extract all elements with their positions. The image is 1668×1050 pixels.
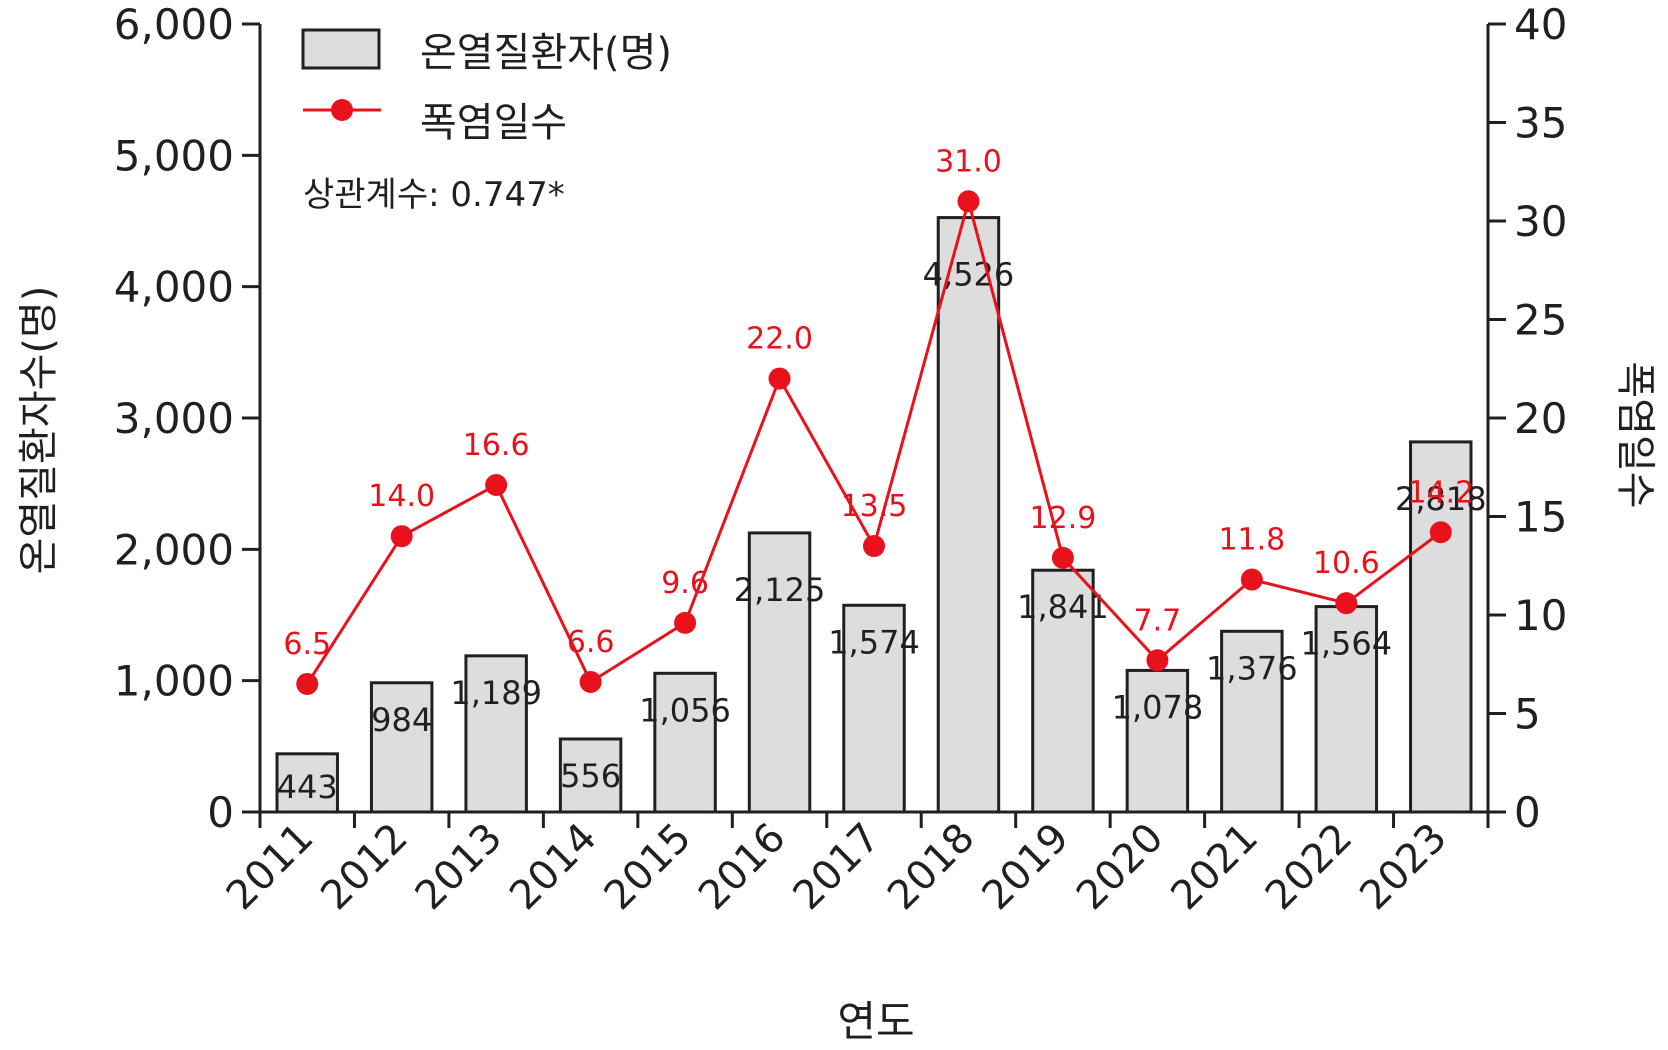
y-left-tick-label: 2,000 [114,525,234,574]
line-value-label: 6.5 [283,627,331,662]
bar-series [275,216,1473,814]
line-value-label: 11.8 [1218,523,1285,558]
line-point [1146,649,1169,672]
bar-value-label: 1,564 [1301,625,1393,663]
bar [936,216,1001,814]
bar [653,671,717,814]
line-point [485,473,508,496]
line-value-label: 7.7 [1134,603,1182,638]
line-value-label: 10.6 [1313,546,1380,581]
y-right-tick-label: 20 [1514,394,1567,443]
x-tick-label: 2016 [690,815,795,920]
bar-value-label: 556 [560,757,621,795]
x-tick-label: 2017 [785,815,890,920]
bar [369,681,434,814]
y-right-tick-label: 15 [1514,493,1567,542]
bar-value-label: 4,526 [923,256,1015,294]
bar [842,603,906,814]
y-right-tick-label: 25 [1514,296,1567,345]
x-tick-label: 2014 [501,815,606,920]
y-left-tick-label: 3,000 [114,394,234,443]
bar [275,752,339,814]
bar [464,654,528,814]
bar [558,737,623,814]
bar-value-label: 1,078 [1112,688,1204,726]
bar [1125,668,1190,814]
correlation-annotation: 상관계수: 0.747* [303,175,565,215]
x-tick-label: 2013 [407,815,512,920]
line-point [768,367,791,390]
x-tick-label: 2015 [596,815,701,920]
x-tick-label: 2020 [1068,815,1173,920]
line-value-label: 6.6 [567,625,615,660]
y-right-tick-label: 0 [1514,788,1541,837]
y-left-tick-label: 0 [207,788,234,837]
line-value-label: 14.0 [368,479,435,514]
x-tick-label: 2018 [879,815,984,920]
y-right-tick-label: 30 [1514,197,1567,246]
bar-value-label: 1,056 [639,691,731,729]
x-tick-label: 2012 [312,815,417,920]
line-point [674,611,697,634]
bar [1409,440,1473,814]
line-point [296,672,319,695]
line-value-label: 16.6 [463,428,530,463]
bar-value-label: 443 [277,768,338,806]
legend-bar-swatch [301,28,381,70]
line-point [579,670,602,693]
y-right-tick-label: 40 [1514,0,1567,49]
legend-line-label: 폭염일수 [420,100,567,146]
y-left-tick-label: 6,000 [114,0,234,49]
line-value-label: 13.5 [841,489,908,524]
line-point [1335,592,1358,615]
y-left-tick-label: 1,000 [114,657,234,706]
bar-value-label: 1,841 [1017,588,1109,626]
bar [1314,605,1379,814]
x-axis-title: 연도 [837,997,914,1046]
line-value-label: 14.2 [1407,475,1474,510]
y-right-tick-label: 35 [1514,99,1567,148]
x-tick-label: 2021 [1162,815,1267,920]
bar-value-label: 1,574 [828,623,920,661]
bar [747,531,812,814]
bar-value-label: 1,189 [450,674,542,712]
y-right-tick-label: 5 [1514,690,1541,739]
legend-line-marker [331,99,353,121]
x-tick-label: 2022 [1257,815,1362,920]
line-point [1240,568,1263,591]
y-left-axis-title: 온열질환자수(명) [16,286,62,575]
legend: 온열질환자(명) 폭염일수 [301,28,672,146]
line-point [863,535,885,558]
x-tick-label: 2023 [1351,815,1456,920]
bar-value-label: 984 [371,701,432,739]
line-value-label: 31.0 [935,144,1002,179]
y-left-tick-label: 4,000 [114,263,234,312]
y-right-tick-label: 10 [1514,591,1567,640]
line-point [1429,521,1452,544]
bar-value-label: 2,125 [734,571,826,609]
legend-bar-label: 온열질환자(명) [420,30,672,76]
line-value-label: 22.0 [746,322,813,357]
y-left-tick-label: 5,000 [114,131,234,180]
line-point [390,525,413,548]
line-point [957,190,980,213]
line-value-label: 12.9 [1030,501,1097,536]
bar [1031,568,1095,814]
line-series: 6.5 14.0 16.6 6.6 9.6 22.0 13.5 31.0 12.9 7.7 11.8… [283,144,1474,695]
y-right-axis-title: 폭염일수 [1612,361,1658,508]
bar-value-label: 2,818 [1395,480,1487,518]
bar [1220,629,1284,814]
line-point [1051,546,1074,569]
x-tick-label: 2019 [973,815,1078,920]
line-value-label: 9.6 [661,566,709,601]
bar-value-label: 1,376 [1206,649,1298,687]
